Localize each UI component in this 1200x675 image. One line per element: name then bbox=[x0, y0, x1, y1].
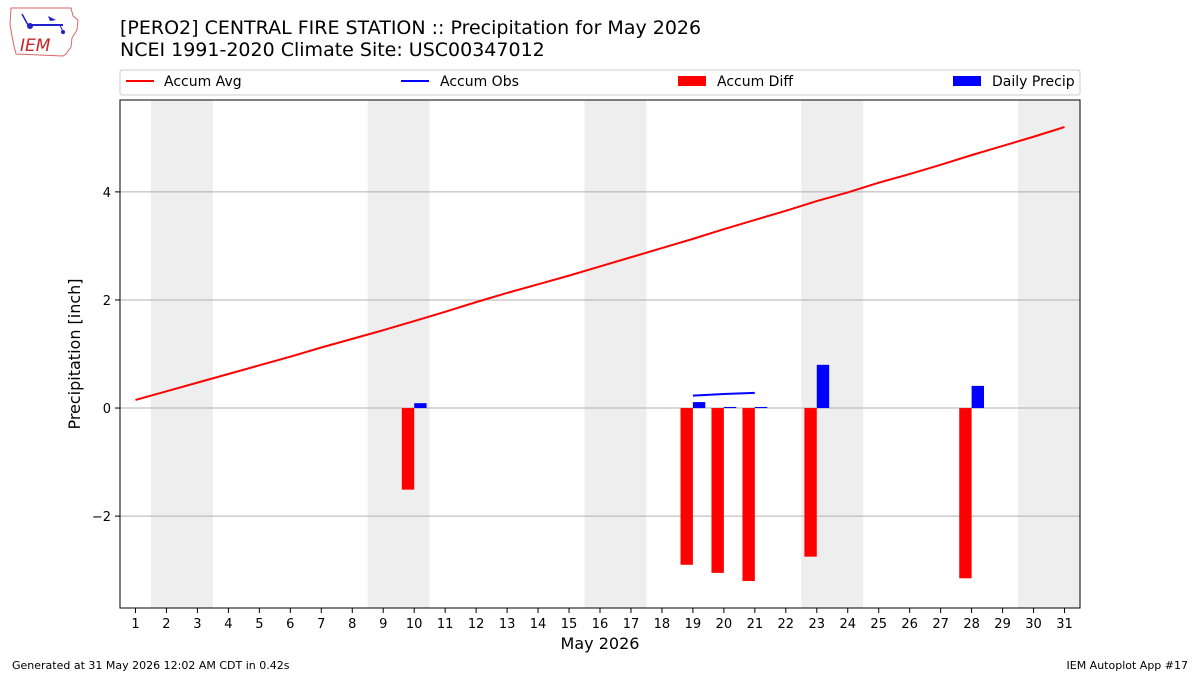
accum-obs-line bbox=[692, 391, 755, 397]
weekend-band bbox=[150, 100, 213, 608]
y-axis-label: Precipitation [inch] bbox=[65, 278, 84, 429]
x-tick-label: 14 bbox=[530, 617, 547, 632]
x-tick-label: 11 bbox=[437, 617, 454, 632]
x-tick-label: 20 bbox=[716, 617, 733, 632]
daily-precip-bar bbox=[723, 406, 737, 409]
y-tick-label: −2 bbox=[92, 510, 111, 525]
x-tick-label: 17 bbox=[623, 617, 640, 632]
legend-box bbox=[119, 69, 1081, 96]
accum-diff-bar bbox=[401, 408, 415, 490]
iem-logo: IEM bbox=[9, 7, 79, 57]
weekend-band bbox=[1018, 100, 1080, 608]
daily-precip-bar bbox=[971, 385, 984, 409]
x-tick-label: 13 bbox=[499, 617, 516, 632]
chart-subtitle: NCEI 1991-2020 Climate Site: USC00347012 bbox=[120, 39, 545, 61]
x-tick-label: 29 bbox=[994, 617, 1011, 632]
legend-swatch-daily-precip bbox=[953, 76, 981, 86]
daily-precip-bar bbox=[816, 364, 830, 409]
accum-diff-bar bbox=[680, 408, 693, 565]
x-tick-label: 9 bbox=[379, 617, 387, 632]
x-axis-label: May 2026 bbox=[561, 634, 640, 653]
iowa-outline-icon bbox=[9, 7, 79, 57]
x-tick-label: 4 bbox=[224, 617, 232, 632]
x-tick-label: 3 bbox=[193, 617, 201, 632]
legend-label-accum-avg: Accum Avg bbox=[164, 74, 242, 90]
accum-avg-line bbox=[135, 126, 1065, 401]
daily-precip-bar bbox=[414, 403, 427, 409]
lines bbox=[135, 126, 1065, 401]
grid-lines bbox=[120, 191, 1080, 517]
x-tick-label: 2 bbox=[162, 617, 170, 632]
x-tick-label: 27 bbox=[932, 617, 949, 632]
weekend-band bbox=[584, 100, 647, 608]
x-tick-label: 8 bbox=[348, 617, 356, 632]
daily-precip-bar bbox=[754, 406, 768, 409]
y-tick-label: 0 bbox=[103, 402, 111, 417]
x-tick-label: 28 bbox=[963, 617, 980, 632]
x-tick-label: 23 bbox=[809, 617, 826, 632]
x-tick-label: 24 bbox=[839, 617, 856, 632]
footer-app: IEM Autoplot App #17 bbox=[1066, 659, 1189, 672]
x-tick-label: 25 bbox=[870, 617, 887, 632]
bars bbox=[401, 364, 984, 581]
y-tick-label: 2 bbox=[103, 294, 111, 309]
footer-generated: Generated at 31 May 2026 12:02 AM CDT in… bbox=[12, 659, 290, 672]
legend: Accum Avg Accum Obs Accum Diff Daily Pre… bbox=[119, 69, 1081, 96]
legend-label-accum-diff: Accum Diff bbox=[717, 74, 793, 90]
x-tick-label: 12 bbox=[468, 617, 485, 632]
x-tick-label: 6 bbox=[286, 617, 294, 632]
x-tick-label: 5 bbox=[255, 617, 263, 632]
x-tick-label: 16 bbox=[592, 617, 609, 632]
legend-label-accum-obs: Accum Obs bbox=[440, 74, 519, 90]
x-tick-label: 22 bbox=[778, 617, 795, 632]
logo-text: IEM bbox=[20, 36, 51, 56]
x-tick-label: 31 bbox=[1056, 617, 1073, 632]
daily-precip-bar bbox=[692, 402, 706, 409]
x-tick-label: 18 bbox=[654, 617, 671, 632]
x-tick-label: 1 bbox=[131, 617, 139, 632]
legend-swatch-accum-diff bbox=[678, 76, 706, 86]
accum-diff-bar bbox=[959, 408, 972, 579]
weekend-band bbox=[367, 100, 430, 608]
x-tick-label: 19 bbox=[685, 617, 702, 632]
y-axis-ticks: −2 0 2 4 bbox=[92, 186, 120, 525]
x-tick-label: 15 bbox=[561, 617, 578, 632]
accum-diff-bar bbox=[804, 408, 817, 557]
x-tick-label: 30 bbox=[1025, 617, 1042, 632]
y-tick-label: 4 bbox=[103, 186, 111, 201]
weekend-shading bbox=[150, 100, 1080, 608]
accum-diff-bar bbox=[742, 408, 755, 581]
x-axis-ticks: 1 2 3 4 5 6 7 8 9 10 11 12 13 14 15 16 17 18 19 20 21 22 23 24 2… bbox=[131, 608, 1073, 632]
chart-title: [PERO2] CENTRAL FIRE STATION :: Precipit… bbox=[120, 17, 702, 39]
accum-diff-bar bbox=[711, 408, 724, 573]
x-tick-label: 21 bbox=[747, 617, 764, 632]
legend-label-daily-precip: Daily Precip bbox=[992, 74, 1075, 90]
x-tick-label: 7 bbox=[317, 617, 325, 632]
x-tick-label: 26 bbox=[901, 617, 918, 632]
x-tick-label: 10 bbox=[406, 617, 423, 632]
